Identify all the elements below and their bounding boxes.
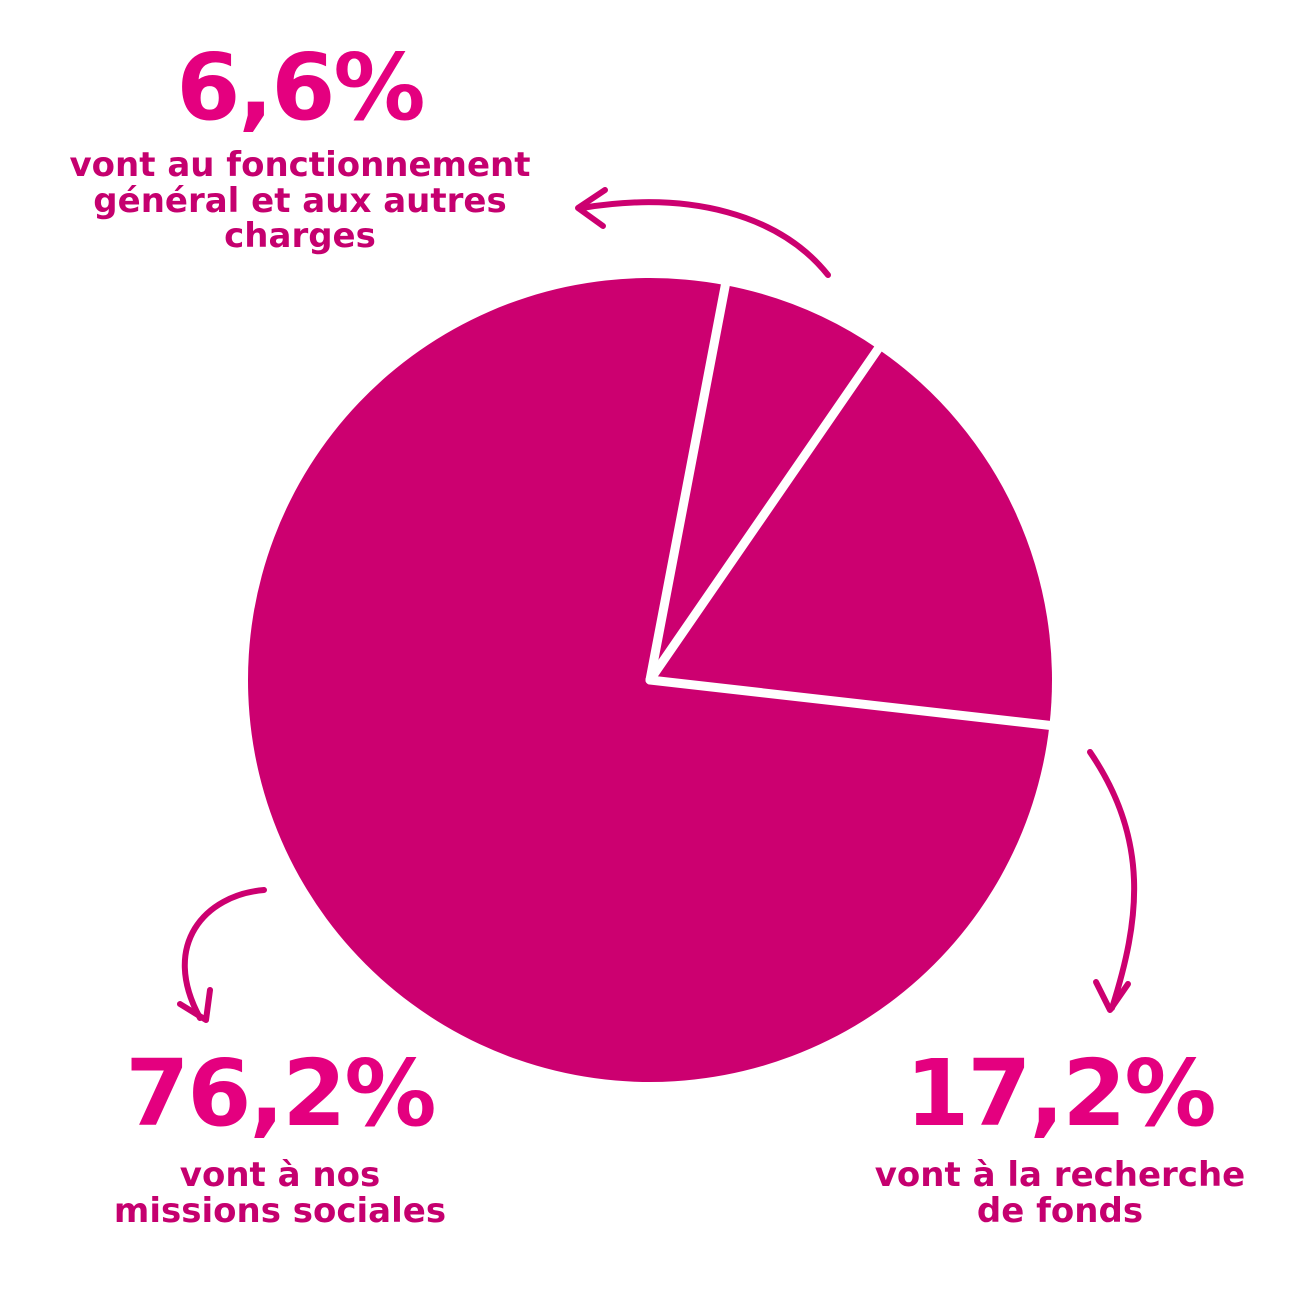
arrow-fonds (1087, 749, 1138, 1011)
description-fonds-line-2: de fonds (976, 1190, 1144, 1231)
arrow-general (579, 199, 831, 278)
description-missions: vont à nos missions sociales (60, 1155, 500, 1231)
description-fonds-line-1: vont à la recherche (874, 1155, 1246, 1195)
slice-separator-1 (645, 272, 732, 685)
description-general: vont au fonctionnement général et aux au… (10, 145, 590, 257)
arrow-missions-head (177, 987, 213, 1023)
description-general-line-3: charges (224, 216, 376, 257)
arrow-fonds-head (1093, 979, 1131, 1013)
percent-general: 6,6% (176, 34, 425, 141)
description-fonds: vont à la recherche de fonds (830, 1155, 1290, 1231)
slice-separator-3 (645, 675, 1062, 731)
slice-fonds (650, 348, 1052, 726)
description-missions-line-2: missions sociales (113, 1190, 447, 1231)
pie-slices (248, 272, 1062, 1083)
description-general-line-1: vont au fonctionnement (69, 145, 531, 185)
percent-missions: 76,2% (125, 1040, 436, 1147)
arrow-general-head (575, 187, 608, 229)
arrow-missions (181, 887, 267, 1021)
description-missions-line-1: vont à nos (179, 1155, 381, 1195)
slice-separator-2 (645, 337, 888, 685)
description-general-line-2: général et aux autres (93, 180, 507, 221)
percent-fonds: 17,2% (905, 1040, 1216, 1147)
